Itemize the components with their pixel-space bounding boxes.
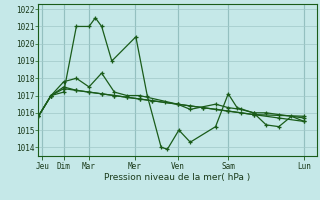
X-axis label: Pression niveau de la mer( hPa ): Pression niveau de la mer( hPa ) xyxy=(104,173,251,182)
